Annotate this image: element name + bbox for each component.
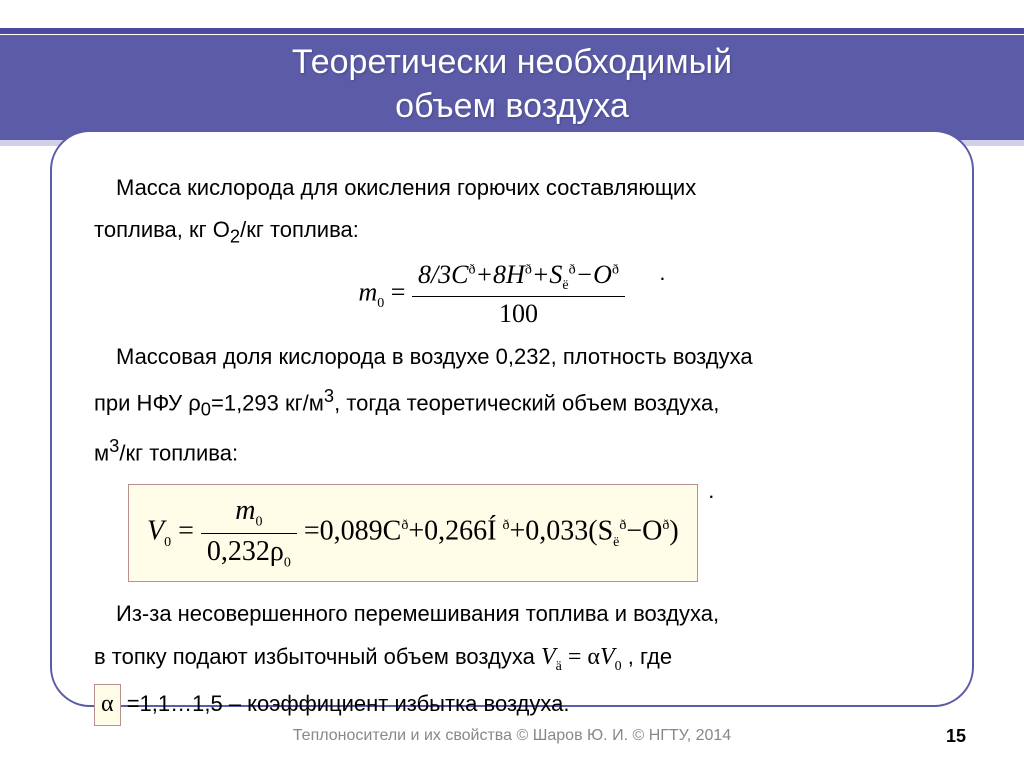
page-number: 15 (946, 726, 966, 747)
f1-lhs: m (358, 277, 377, 306)
f1-num: 8/3Cð+8Hð+Sëð−Oð (412, 260, 625, 297)
f1-s1: ð (469, 262, 476, 277)
formula-2-box: V0 = m0 0,232ρ0 =0,089Cð+0,266Íð+0,033(S… (128, 484, 698, 582)
f2-lhs-sub: 0 (164, 535, 171, 550)
f1-den: 100 (412, 297, 625, 329)
paragraph-3c: α =1,1…1,5 – коэффициент избытка воздуха… (94, 684, 930, 726)
f2-den: 0,232ρ0 (201, 534, 297, 572)
paragraph-2b: при НФУ ρ0=1,293 кг/м3, тогда теоретичес… (94, 381, 930, 425)
para1-b-sub: 2 (230, 226, 240, 247)
f1-s4: ð (612, 262, 619, 277)
paragraph-2a: Массовая доля кислорода в воздухе 0,232,… (94, 339, 930, 375)
f1-num-3: +S (532, 260, 563, 289)
if-v0: V (600, 644, 615, 670)
para3-b1: в топку подают избыточный объем воздуха (94, 644, 541, 669)
content-frame: Масса кислорода для окисления горючих со… (50, 130, 974, 707)
f2-den-sub: 0 (284, 555, 291, 570)
f2-r1: =0,089C (304, 516, 401, 547)
formula-2-row: V0 = m0 0,232ρ0 =0,089Cð+0,266Íð+0,033(S… (94, 478, 930, 596)
formula-1: m0 = 8/3Cð+8Hð+Sëð−Oð 100 (358, 260, 624, 329)
para2-b1: при НФУ ρ (94, 391, 201, 416)
f2-r4: −O (626, 516, 662, 547)
f2-den-1: 0,232ρ (207, 536, 284, 567)
f2-eq: = (178, 516, 194, 547)
f2-frac: m0 0,232ρ0 (201, 495, 297, 571)
f1-s3: ð (569, 262, 576, 277)
f2-rsub3: ë (613, 535, 619, 550)
formula-1-row: m0 = 8/3Cð+8Hð+Sëð−Oð 100 . (94, 260, 930, 329)
para2-a: Массовая доля кислорода в воздухе 0,232,… (116, 344, 753, 369)
title-line-1: Теоретически необходимый (292, 43, 732, 81)
f2-r5: ) (669, 516, 678, 547)
f1-s2: ð (525, 262, 532, 277)
f1-num-4: −O (576, 260, 612, 289)
if-v: V (541, 644, 556, 670)
para2-b2: =1,293 кг/м (211, 391, 324, 416)
f1-num-2: +8H (476, 260, 525, 289)
slide-title: Теоретически необходимый объем воздуха (0, 40, 1024, 128)
paragraph-3a: Из-за несовершенного перемешивания топли… (94, 596, 930, 632)
f2-num-m: m (235, 495, 255, 526)
para2-c2: /кг топлива: (119, 441, 238, 466)
if-v0s: 0 (615, 659, 622, 674)
para3-c-tail: =1,1…1,5 – коэффициент избытка воздуха. (121, 691, 570, 716)
f1-period: . (659, 260, 665, 286)
f2-lhs: V (147, 516, 164, 547)
f1-frac: 8/3Cð+8Hð+Sëð−Oð 100 (412, 260, 625, 329)
f1-sub3: ë (562, 278, 568, 293)
paragraph-1: Масса кислорода для окисления горючих со… (94, 170, 930, 206)
inline-formula-vd: Vä = αV0 (541, 644, 622, 670)
para2-bsup: 3 (324, 385, 334, 406)
para2-c1: м (94, 441, 109, 466)
paragraph-2c: м3/кг топлива: (94, 431, 930, 472)
if-eq: = α (562, 644, 600, 670)
para2-csup: 3 (109, 435, 119, 456)
para3-a: Из-за несовершенного перемешивания топли… (116, 601, 719, 626)
f1-eq: = (391, 277, 406, 306)
para1-b-tail: /кг топлива: (240, 217, 359, 242)
paragraph-3b: в топку подают избыточный объем воздуха … (94, 638, 930, 678)
para3-b2: , где (622, 644, 672, 669)
f2-period: . (708, 478, 714, 504)
f1-lhs-sub: 0 (377, 296, 384, 311)
footer-text: Теплоносители и их свойства © Шаров Ю. И… (0, 727, 1024, 745)
para2-b3: , тогда теоретический объем воздуха, (334, 391, 719, 416)
f2-num: m0 (201, 495, 297, 534)
f2-r3: +0,033(S (509, 516, 613, 547)
para1-b: топлива, кг О (94, 217, 230, 242)
paragraph-1b: топлива, кг О2/кг топлива: (94, 212, 930, 252)
title-line-2: объем воздуха (395, 87, 629, 125)
f1-num-1: 8/3C (418, 260, 469, 289)
alpha-sym: α (101, 691, 114, 717)
f2-num-sub: 0 (256, 515, 263, 530)
alpha-box: α (94, 684, 121, 726)
para2-bsub: 0 (201, 399, 211, 420)
f2-r2: +0,266Í (408, 516, 496, 547)
para1-a: Масса кислорода для окисления горючих со… (116, 175, 696, 200)
